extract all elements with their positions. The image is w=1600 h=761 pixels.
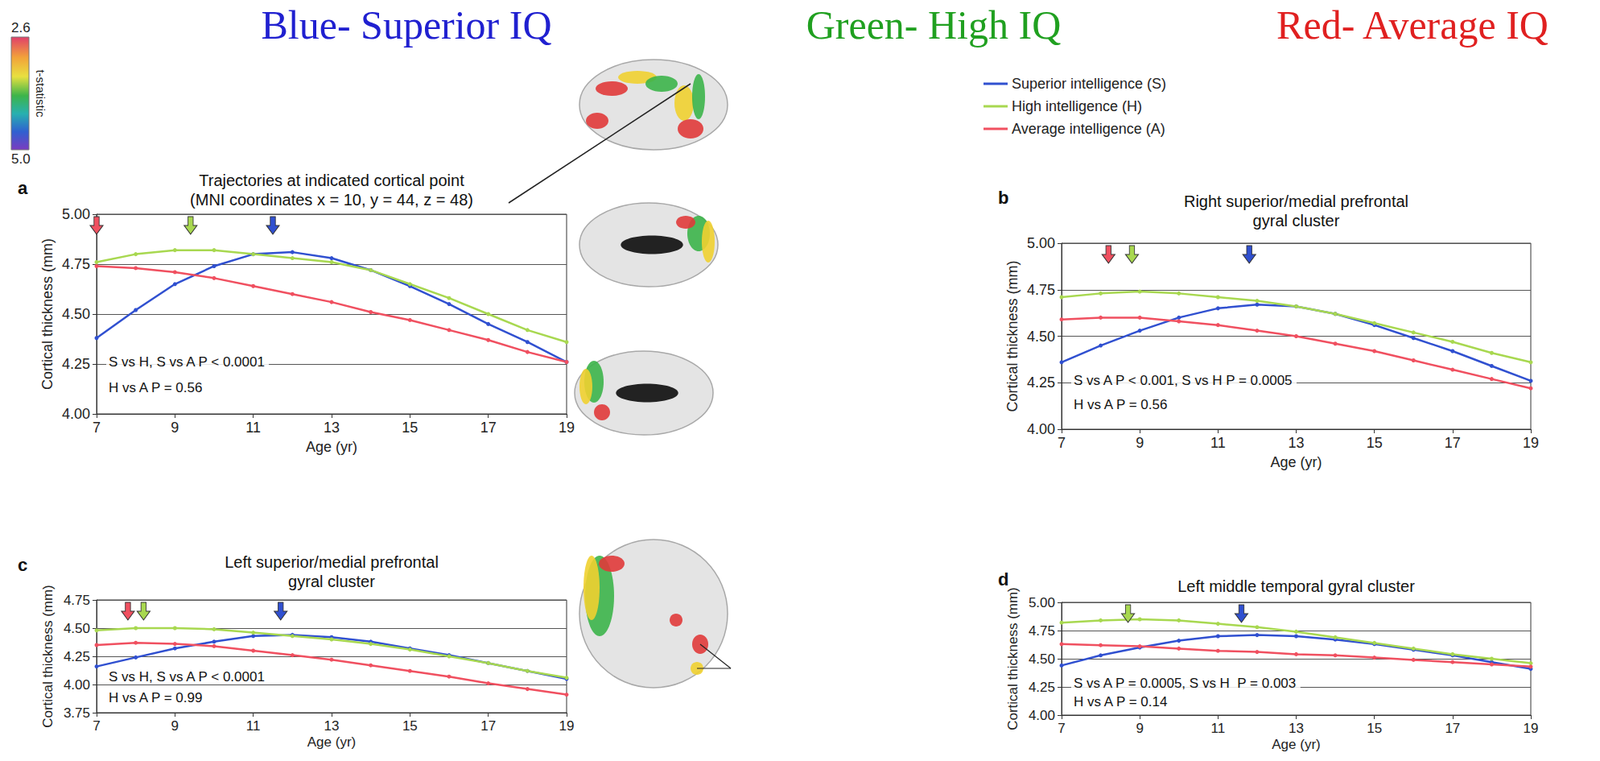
svg-text:15: 15 (401, 419, 418, 436)
svg-text:Superior intelligence (S): Superior intelligence (S) (1011, 75, 1167, 92)
svg-text:4.25: 4.25 (1028, 679, 1056, 695)
svg-text:4.00: 4.00 (63, 676, 91, 693)
svg-text:13: 13 (1288, 720, 1304, 736)
svg-text:9: 9 (171, 717, 179, 734)
svg-text:13: 13 (324, 717, 340, 734)
svg-text:11: 11 (1211, 720, 1226, 736)
svg-text:Right superior/medial prefront: Right superior/medial prefrontal (1183, 192, 1409, 211)
svg-text:5.00: 5.00 (61, 206, 91, 223)
svg-text:S vs H, S vs A P < 0.0001: S vs H, S vs A P < 0.0001 (108, 354, 265, 370)
svg-text:13: 13 (323, 419, 340, 436)
svg-text:4.75: 4.75 (1028, 622, 1056, 639)
svg-text:H vs A P = 0.56: H vs A P = 0.56 (108, 379, 203, 396)
svg-text:4.75: 4.75 (63, 592, 91, 608)
svg-text:gyral cluster: gyral cluster (288, 572, 376, 590)
svg-text:Cortical thickness (mm): Cortical thickness (mm) (1005, 586, 1021, 730)
svg-text:Cortical thickness (mm): Cortical thickness (mm) (39, 238, 56, 390)
svg-text:4.50: 4.50 (63, 620, 91, 636)
svg-text:5.0: 5.0 (11, 151, 31, 167)
svg-text:11: 11 (1210, 434, 1226, 451)
svg-text:4.00: 4.00 (1028, 707, 1056, 723)
svg-text:19: 19 (558, 419, 575, 436)
svg-text:7: 7 (1057, 434, 1066, 451)
svg-text:a: a (17, 177, 29, 198)
svg-text:7: 7 (92, 419, 101, 436)
svg-text:b: b (997, 187, 1009, 208)
svg-text:H vs A P = 0.56: H vs A P = 0.56 (1073, 396, 1168, 413)
svg-text:Trajectories at indicated cort: Trajectories at indicated cortical point (198, 171, 465, 190)
svg-text:gyral cluster: gyral cluster (1253, 211, 1341, 230)
svg-text:11: 11 (246, 717, 261, 734)
svg-text:S vs H, S vs A P < 0.0001: S vs H, S vs A P < 0.0001 (108, 668, 265, 685)
svg-text:Cortical thickness (mm): Cortical thickness (mm) (40, 584, 56, 728)
svg-text:5.00: 5.00 (1028, 594, 1056, 611)
svg-text:15: 15 (402, 717, 418, 734)
svg-text:2.6: 2.6 (11, 20, 31, 36)
svg-text:4.25: 4.25 (61, 355, 91, 372)
svg-text:15: 15 (1366, 720, 1382, 736)
svg-text:17: 17 (1444, 434, 1461, 451)
svg-text:c: c (17, 554, 28, 575)
svg-text:4.25: 4.25 (1026, 374, 1056, 391)
svg-text:3.75: 3.75 (63, 705, 91, 721)
svg-text:4.25: 4.25 (63, 648, 91, 664)
svg-text:(MNI coordinates x = 10, y = 4: (MNI coordinates x = 10, y = 44, z = 48) (189, 190, 474, 209)
svg-text:Age (yr): Age (yr) (305, 438, 358, 455)
svg-text:4.50: 4.50 (1026, 328, 1056, 345)
svg-text:Red- Average IQ: Red- Average IQ (1276, 2, 1549, 48)
svg-text:H vs A P = 0.99: H vs A P = 0.99 (108, 689, 203, 706)
svg-text:Left middle temporal gyral clu: Left middle temporal gyral cluster (1177, 577, 1415, 595)
svg-text:7: 7 (92, 717, 100, 734)
svg-text:7: 7 (1057, 720, 1065, 736)
svg-text:17: 17 (480, 717, 496, 734)
svg-text:Green- High IQ: Green- High IQ (806, 2, 1062, 48)
svg-text:t-statistic: t-statistic (33, 69, 48, 118)
svg-text:d: d (997, 569, 1009, 590)
svg-text:Average intelligence (A): Average intelligence (A) (1011, 120, 1166, 137)
svg-text:High intelligence (H): High intelligence (H) (1011, 98, 1143, 115)
svg-text:9: 9 (1135, 720, 1143, 736)
svg-text:5.00: 5.00 (1026, 235, 1056, 252)
svg-text:15: 15 (1366, 434, 1383, 451)
svg-text:Age (yr): Age (yr) (307, 734, 356, 750)
svg-text:Age (yr): Age (yr) (1270, 453, 1322, 471)
svg-text:S vs A P = 0.0005, S vs H P =: S vs A P = 0.0005, S vs H P = 0.003 (1073, 675, 1296, 691)
svg-text:4.75: 4.75 (1026, 281, 1056, 298)
svg-text:19: 19 (1523, 720, 1539, 736)
svg-text:17: 17 (1444, 720, 1460, 736)
svg-text:13: 13 (1287, 434, 1304, 451)
svg-text:S vs A P < 0.001, S vs H P = 0: S vs A P < 0.001, S vs H P = 0.0005 (1073, 372, 1293, 388)
svg-text:4.50: 4.50 (1028, 651, 1056, 667)
svg-text:H vs A P = 0.14: H vs A P = 0.14 (1073, 693, 1168, 710)
svg-text:11: 11 (245, 419, 261, 436)
svg-text:Left superior/medial prefronta: Left superior/medial prefrontal (224, 552, 439, 571)
svg-text:Blue- Superior IQ: Blue- Superior IQ (260, 2, 552, 48)
svg-text:9: 9 (1135, 434, 1144, 451)
svg-text:Age (yr): Age (yr) (1271, 736, 1320, 752)
svg-text:Cortical thickness (mm): Cortical thickness (mm) (1004, 259, 1021, 412)
svg-text:4.00: 4.00 (1026, 420, 1056, 438)
svg-text:19: 19 (559, 717, 575, 734)
svg-text:4.75: 4.75 (61, 255, 91, 273)
svg-text:17: 17 (480, 419, 497, 436)
svg-text:4.00: 4.00 (61, 405, 91, 422)
svg-text:19: 19 (1522, 434, 1539, 451)
svg-text:9: 9 (170, 419, 179, 436)
svg-text:4.50: 4.50 (61, 305, 91, 322)
